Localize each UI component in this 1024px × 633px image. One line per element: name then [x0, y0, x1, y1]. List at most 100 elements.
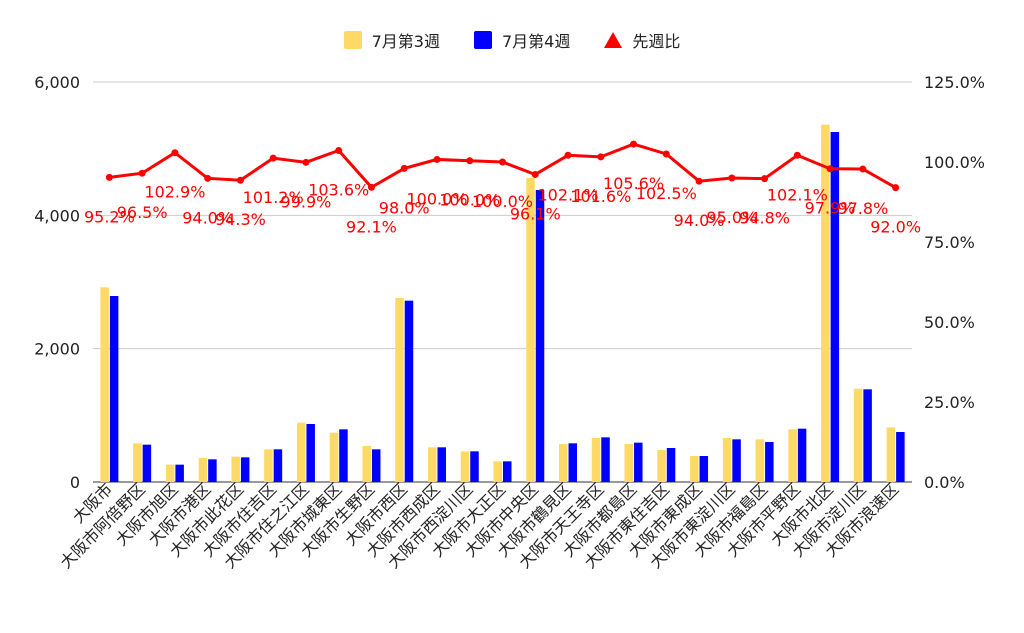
ratio-data-label: 97.9%: [805, 199, 856, 218]
bar-week3: [690, 456, 699, 482]
bar-week3: [493, 461, 502, 482]
bar-week4: [732, 439, 741, 482]
bar-week4: [371, 449, 381, 482]
bar-week4: [830, 132, 840, 482]
bar-week4: [601, 437, 610, 482]
y-right-tick-label: 0.0%: [924, 473, 965, 492]
bar-week3: [559, 444, 568, 482]
bar-week3: [624, 444, 634, 482]
ratio-data-label: 95.0%: [706, 208, 757, 227]
bar-week4: [503, 461, 512, 482]
ratio-point: [597, 153, 605, 161]
ratio-point: [400, 164, 408, 172]
ratio-data-label: 94.0%: [182, 208, 233, 227]
bar-week3: [821, 124, 830, 483]
bar-week4: [470, 451, 479, 482]
ratio-data-label: 94.8%: [739, 209, 790, 228]
y-right-tick-label: 50.0%: [924, 313, 975, 332]
y-right-tick-label: 125.0%: [924, 73, 985, 92]
ratio-data-label: 100.0%: [439, 191, 500, 210]
bar-week4: [208, 459, 217, 482]
ratio-data-label: 94.0%: [674, 211, 725, 230]
ratio-point: [662, 150, 670, 158]
bar-week4: [339, 429, 348, 482]
bar-week4: [568, 443, 578, 482]
bar-week3: [231, 456, 240, 482]
legend-item-week4[interactable]: 7月第4週: [473, 28, 571, 52]
ratio-point: [728, 174, 736, 182]
y-left-tick-label: 6,000: [34, 73, 80, 92]
bar-week3: [886, 427, 896, 482]
ratio-point: [236, 176, 244, 184]
ratio-point: [892, 184, 900, 192]
bar-week3: [100, 287, 109, 482]
bar-week4: [535, 190, 545, 482]
bar-week3: [526, 178, 535, 482]
bar-week4: [896, 432, 905, 482]
ratio-data-label: 96.5%: [117, 203, 168, 222]
ratio-data-label: 102.9%: [144, 183, 205, 202]
ratio-point: [171, 149, 179, 157]
bar-week4: [109, 296, 119, 482]
ratio-point: [367, 183, 375, 191]
bar-week4: [765, 442, 774, 482]
legend-label-week4: 7月第4週: [501, 32, 571, 51]
bar-week4: [437, 447, 446, 482]
ratio-point: [269, 154, 277, 162]
ratio-data-label: 100.0%: [472, 192, 533, 211]
ratio-point: [105, 173, 113, 181]
ratio-data-label: 99.9%: [281, 192, 332, 211]
legend-item-ratio[interactable]: 先週比: [604, 28, 680, 52]
ratio-point: [761, 175, 769, 183]
ratio-data-label: 102.1%: [767, 185, 828, 204]
ratio-data-label: 101.6%: [570, 187, 631, 206]
bar-week4: [175, 464, 184, 482]
legend-swatch-week4: [473, 31, 492, 49]
bar-week3: [755, 439, 765, 482]
bar-week3: [591, 438, 601, 482]
bar-week3: [460, 451, 470, 482]
ratio-point: [859, 165, 867, 173]
bar-week3: [362, 446, 371, 482]
ratio-data-label: 100.0%: [406, 189, 467, 208]
y-left-tick-label: 2,000: [34, 340, 80, 359]
bar-week3: [329, 432, 339, 482]
ratio-point: [433, 155, 441, 163]
ratio-point: [793, 151, 801, 159]
ratio-data-label: 95.2%: [84, 207, 135, 226]
bar-week3: [657, 450, 666, 482]
ratio-data-label: 98.0%: [379, 198, 430, 217]
ratio-data-label: 92.1%: [346, 217, 397, 236]
bar-week3: [296, 422, 306, 482]
ratio-data-label: 101.2%: [243, 188, 304, 207]
ratio-point: [204, 174, 212, 182]
ratio-point: [564, 151, 572, 159]
legend-label-week3: 7月第3週: [371, 32, 440, 51]
bar-week3: [133, 443, 142, 482]
legend: 7月第3週 7月第4週 先週比: [0, 28, 1024, 52]
ratio-point: [531, 170, 539, 178]
ratio-data-label: 96.1%: [510, 204, 561, 223]
ratio-point: [335, 146, 343, 154]
bar-week4: [240, 457, 250, 482]
bar-week4: [273, 449, 283, 482]
bar-week3: [788, 429, 797, 482]
legend-swatch-week3: [343, 31, 362, 49]
ratio-data-label: 105.6%: [603, 174, 664, 193]
bar-week4: [404, 300, 414, 482]
bar-week4: [306, 424, 315, 482]
ratio-data-label: 92.0%: [870, 218, 921, 237]
bar-week3: [722, 438, 732, 482]
bar-week3: [427, 447, 437, 482]
ratio-data-label: 94.3%: [215, 210, 266, 229]
ratio-data-label: 103.6%: [308, 180, 369, 199]
ratio-point: [499, 158, 506, 166]
bar-week4: [666, 448, 676, 482]
ratio-point: [302, 158, 310, 166]
y-right-tick-label: 75.0%: [924, 233, 975, 252]
bar-week4: [863, 389, 872, 482]
y-right-tick-label: 25.0%: [924, 393, 975, 412]
legend-item-week3[interactable]: 7月第3週: [343, 28, 440, 52]
